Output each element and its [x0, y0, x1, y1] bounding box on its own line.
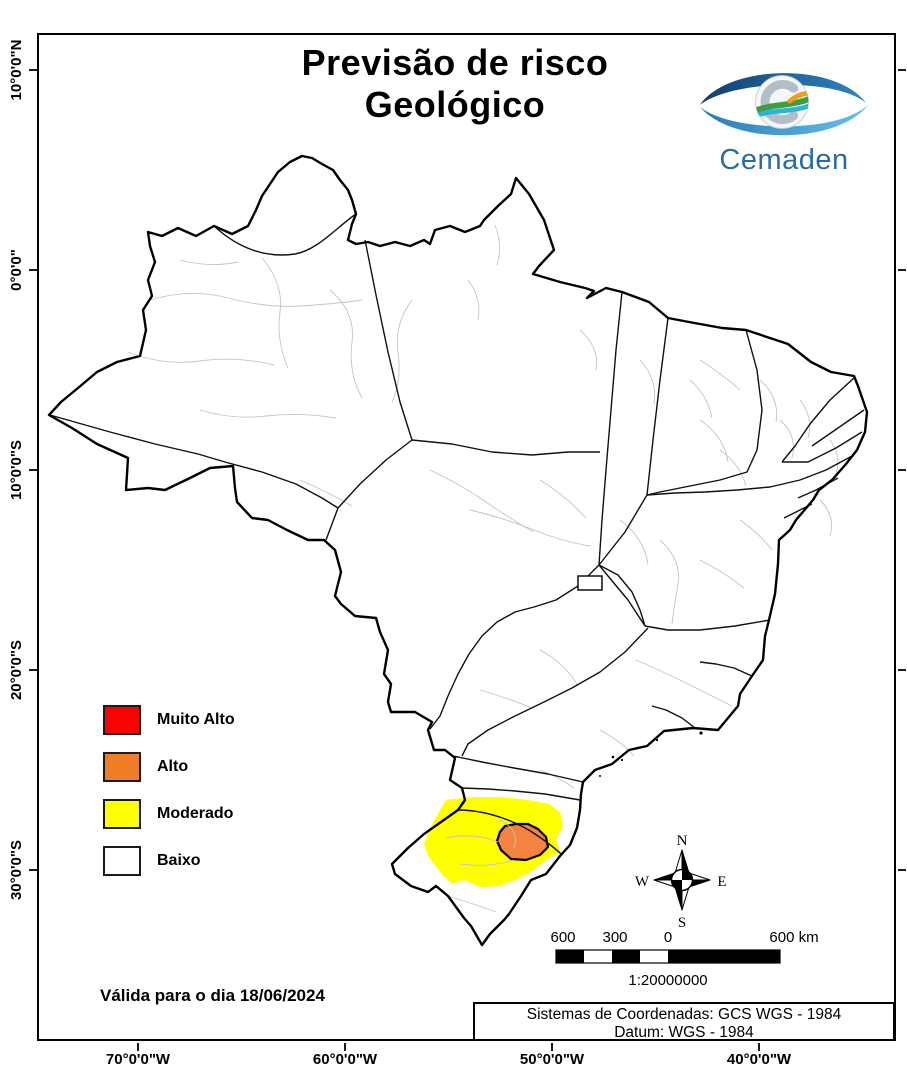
- scalebar-segments: [555, 949, 781, 964]
- legend-swatch-alto: [103, 751, 141, 782]
- lat-label-20s: 20°0'0"S: [8, 639, 25, 701]
- map-frame: [37, 33, 896, 1041]
- compass-east-label: E: [717, 874, 726, 890]
- lat-label-10s: 10°0'0"S: [8, 439, 25, 501]
- scale-bar: 600 300 0 600 km 1:20000000: [550, 929, 818, 989]
- df-rectangle: [577, 575, 603, 591]
- legend: Muito Alto Alto Moderado Baixo: [103, 704, 323, 892]
- lat-label-0: 0°0'0": [8, 249, 25, 291]
- lon-label-40w: 40°0'0"W: [726, 1051, 792, 1068]
- risk-regions: [424, 797, 563, 887]
- legend-row-alto: Alto: [103, 751, 323, 782]
- title-line-2: Geológico: [364, 83, 546, 125]
- legend-row-muito-alto: Muito Alto: [103, 704, 323, 735]
- lat-label-10n: 10°0'0"N: [8, 39, 25, 101]
- legend-label-baixo: Baixo: [157, 851, 201, 869]
- legend-label-alto: Alto: [157, 757, 189, 775]
- page-title: Previsão de risco Geológico: [205, 42, 705, 126]
- legend-label-moderado: Moderado: [157, 804, 234, 822]
- legend-label-muito-alto: Muito Alto: [157, 710, 235, 728]
- legend-swatch-muito-alto: [103, 704, 141, 735]
- lon-label-60w: 60°0'0"W: [312, 1051, 378, 1068]
- coastal-islands: [599, 731, 703, 777]
- compass-south-label: S: [678, 915, 686, 930]
- cemaden-logo: Cemaden: [692, 56, 876, 177]
- validity-text: Válida para o dia 18/06/2024: [100, 986, 325, 1005]
- lon-label-70w: 70°0'0"W: [105, 1051, 171, 1068]
- state-borders: [49, 213, 865, 855]
- scalebar-tick-0: 0: [664, 929, 672, 946]
- brazil-outline: [47, 154, 869, 947]
- coordinate-system-line-2: Datum: WGS - 1984: [614, 1024, 754, 1041]
- compass-north-label: N: [677, 833, 688, 849]
- coordinate-system-line-1: Sistemas de Coordenadas: GCS WGS - 1984: [526, 1006, 842, 1023]
- legend-swatch-moderado: [103, 798, 141, 829]
- cemaden-eye-icon: [699, 73, 869, 136]
- compass-west-label: W: [635, 874, 650, 890]
- compass-rose: N W E S: [635, 833, 727, 930]
- cemaden-wordmark: Cemaden: [719, 144, 849, 176]
- axis-ticks: [29, 69, 906, 1051]
- title-line-1: Previsão de risco: [301, 42, 609, 83]
- coordinate-system-box: Sistemas de Coordenadas: GCS WGS - 1984 …: [473, 1002, 895, 1041]
- lon-label-50w: 50°0'0"W: [519, 1051, 585, 1068]
- scale-ratio: 1:20000000: [628, 972, 707, 989]
- lat-label-30s: 30°0'0"S: [8, 839, 25, 901]
- legend-row-baixo: Baixo: [103, 845, 323, 876]
- compass-star-icon: [653, 849, 711, 911]
- legend-row-moderado: Moderado: [103, 798, 323, 829]
- scalebar-tick-300: 300: [602, 929, 627, 946]
- legend-swatch-baixo: [103, 845, 141, 876]
- scalebar-tick-600-left: 600: [550, 929, 575, 946]
- risk-region-moderado: [424, 797, 563, 887]
- scalebar-end-label: 600 km: [769, 929, 818, 946]
